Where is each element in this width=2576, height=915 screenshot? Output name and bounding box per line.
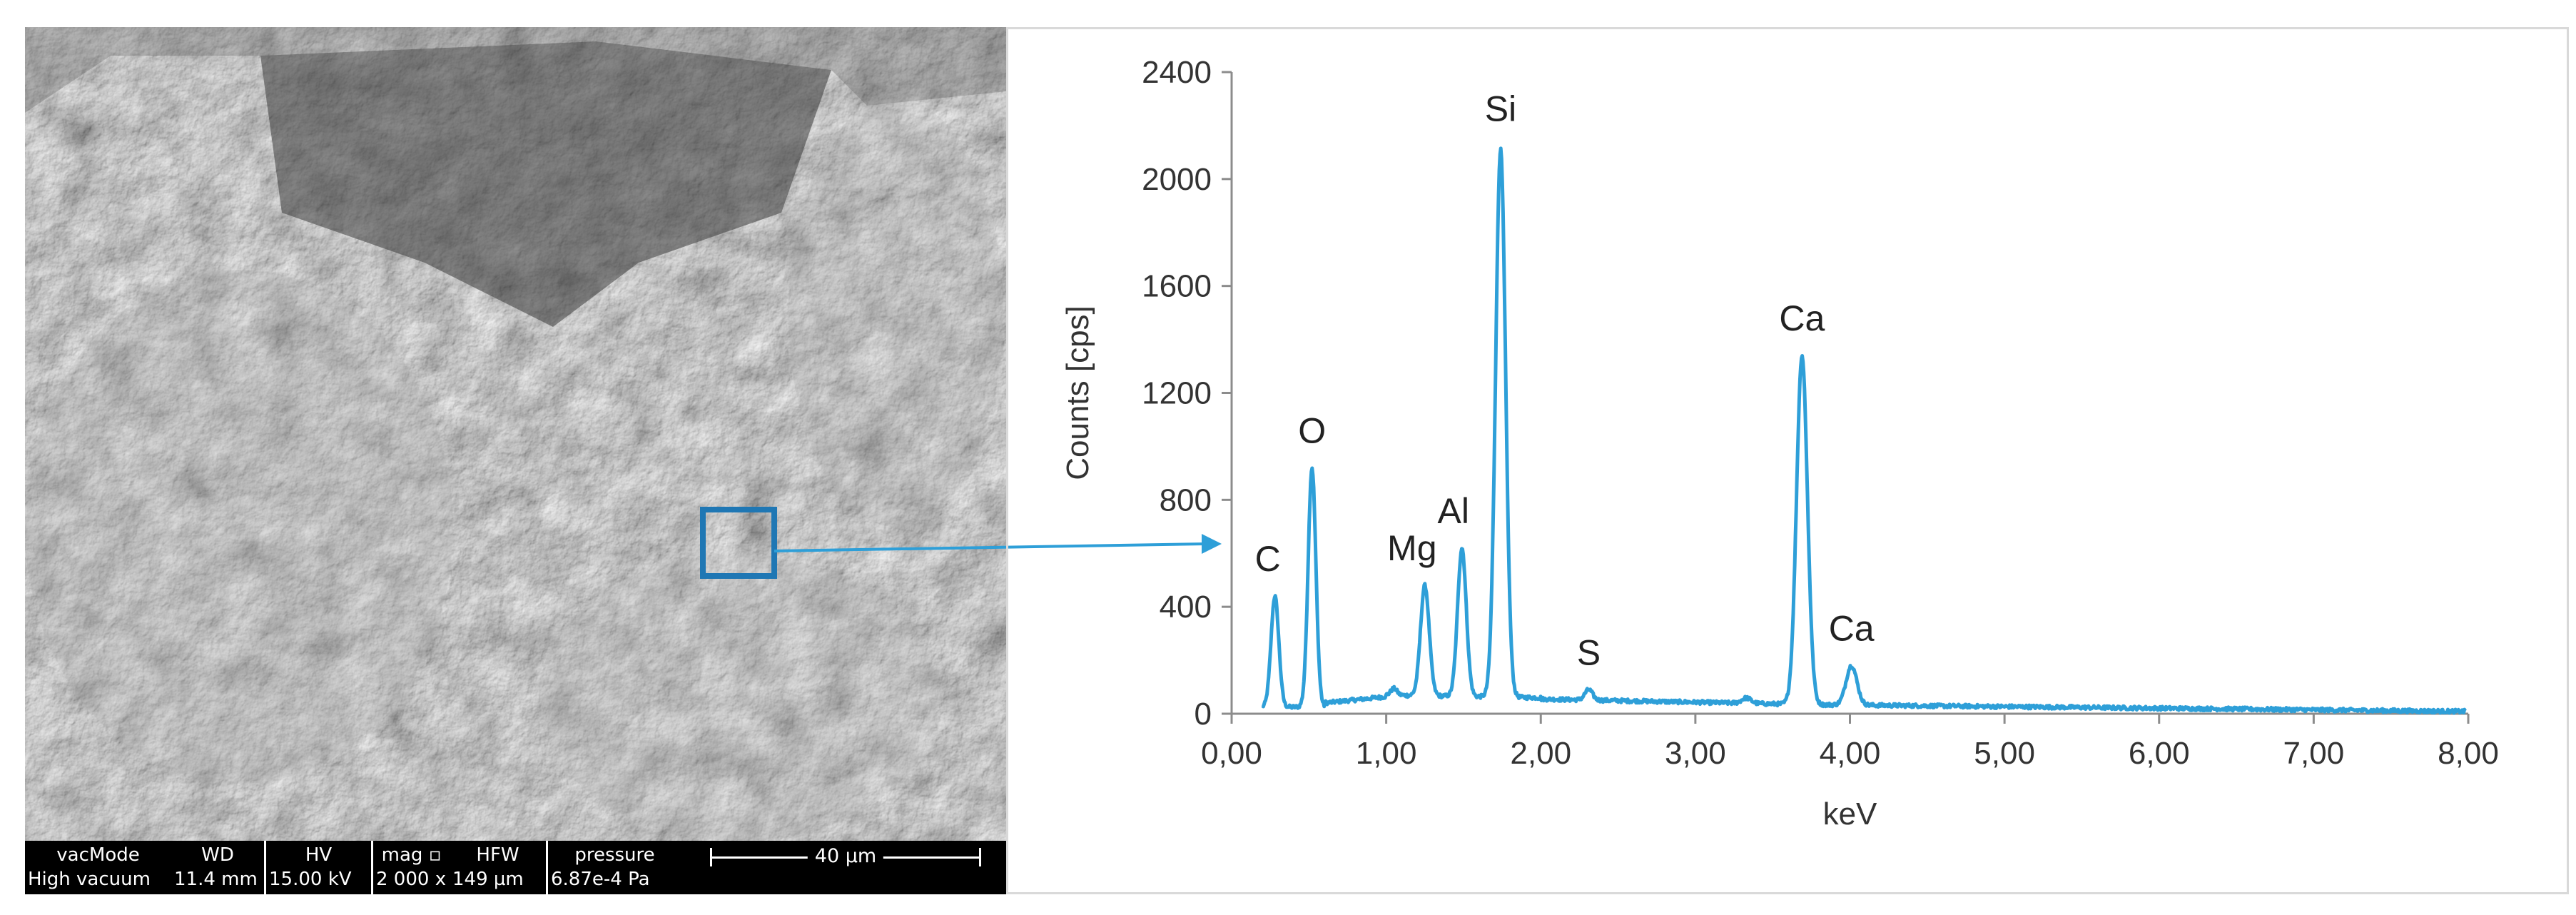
databar-wd-value: 11.4 mm [174,869,258,890]
x-tick-label: 2,00 [1510,736,1571,771]
x-tick-label: 7,00 [2283,736,2345,771]
databar-vacmode: vacMode High vacuum [25,841,171,894]
peak-label: Al [1438,491,1469,531]
y-tick-label: 400 [1160,590,1212,625]
y-tick-label: 2400 [1142,55,1212,90]
peak-label: S [1577,632,1601,672]
databar-pressure-value: 6.87e-4 Pa [551,869,650,890]
peak-label: Si [1485,89,1516,129]
y-axis-title: Counts [cps] [1060,305,1095,480]
databar-wd: WD 11.4 mm [171,841,264,894]
scale-bar-tick-left [710,848,712,866]
y-tick-label: 0 [1195,697,1212,732]
scale-bar: 40 µm [710,841,981,894]
databar-mag-value: 2 000 x [376,869,447,890]
x-tick-label: 6,00 [2129,736,2190,771]
databar-hfw: HFW 149 µm [450,841,546,894]
eds-spectrum-chart: 0 400 800 1200 1600 2000 2400 0,00 1,00 2,00 3,00 4… [1006,27,2569,894]
y-tick-label: 800 [1160,482,1212,517]
chart-svg: 0 400 800 1200 1600 2000 2400 0,00 1,00 2,00 3,00 4… [1060,55,2499,831]
sem-databar: vacMode High vacuum WD 11.4 mm HV 15.00 … [25,841,1006,894]
x-tick-label: 8,00 [2438,736,2499,771]
peak-label: Mg [1387,528,1436,568]
peak-label: Ca [1779,298,1825,338]
y-tick-label: 1600 [1142,269,1212,304]
y-tick-label: 2000 [1142,162,1212,197]
sem-micrograph-panel: vacMode High vacuum WD 11.4 mm HV 15.00 … [25,27,1006,894]
scale-bar-label: 40 µm [807,844,884,869]
x-tick-label: 0,00 [1201,736,1262,771]
databar-hv-value: 15.00 kV [269,869,352,890]
databar-hv-header: HV [305,844,333,866]
spectrum-line [1261,146,2467,715]
peak-label: O [1298,410,1326,450]
x-tick-label: 3,00 [1665,736,1726,771]
databar-wd-header: WD [201,844,234,866]
databar-mag-header: mag ▫ [381,844,442,866]
peak-label: C [1255,539,1281,579]
databar-pressure: pressure 6.87e-4 Pa [546,841,681,894]
x-tick-label: 4,00 [1820,736,1881,771]
x-tick-label: 1,00 [1356,736,1417,771]
scale-bar-tick-right [979,848,981,866]
x-tick-label: 5,00 [1974,736,2035,771]
x-axis-title: keV [1823,797,1877,831]
roi-box [700,507,777,579]
sem-micrograph-image [25,27,1006,841]
databar-hv: HV 15.00 kV [264,841,371,894]
y-tick-label: 1200 [1142,376,1212,411]
databar-hfw-value: 149 µm [452,869,524,890]
databar-pressure-header: pressure [574,844,655,866]
databar-hfw-header: HFW [476,844,519,866]
databar-mag: mag ▫ 2 000 x [371,841,450,894]
databar-vacmode-header: vacMode [56,844,140,866]
databar-vacmode-value: High vacuum [28,869,151,890]
peak-label: Ca [1829,609,1875,649]
